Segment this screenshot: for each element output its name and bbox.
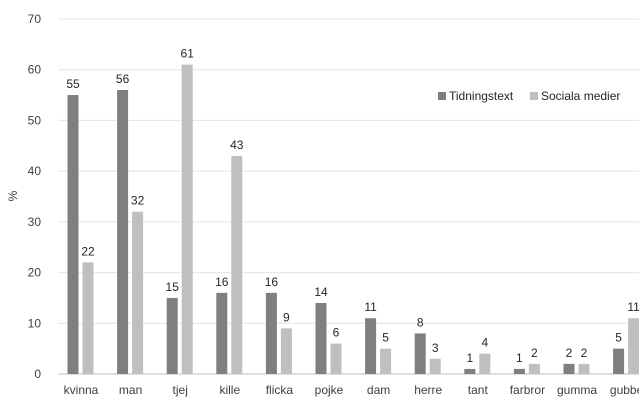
- bar-sociala-medier: [628, 318, 639, 374]
- bar-tidningstext: [464, 368, 476, 374]
- bar-sociala-medier: [132, 211, 144, 374]
- y-tick-label: 60: [28, 63, 42, 77]
- bar-tidningstext: [67, 95, 79, 375]
- bar-tidningstext: [563, 363, 575, 374]
- data-label: 11: [364, 300, 377, 314]
- data-label: 2: [531, 346, 538, 360]
- bar-tidningstext: [216, 292, 228, 374]
- x-tick-label: kvinna: [64, 383, 99, 397]
- data-label: 9: [283, 310, 290, 324]
- x-tick-label: farbror: [510, 383, 545, 397]
- data-label: 2: [566, 346, 573, 360]
- x-tick-label: dam: [367, 383, 390, 397]
- y-tick-label: 20: [28, 266, 42, 280]
- y-tick-label: 0: [34, 367, 41, 381]
- y-axis: 0 10 20 30 40 50 60 70: [28, 12, 42, 381]
- legend-swatch: [438, 92, 446, 100]
- y-tick-label: 30: [28, 215, 42, 229]
- x-tick-label: kille: [219, 383, 240, 397]
- bar-sociala-medier: [330, 343, 342, 374]
- legend-label: Tidningstext: [449, 89, 514, 103]
- data-label: 16: [215, 275, 229, 289]
- data-label: 43: [230, 138, 244, 152]
- data-label: 32: [131, 194, 145, 208]
- bar-sociala-medier: [82, 262, 94, 374]
- bar-tidningstext: [166, 297, 178, 374]
- x-tick-label: pojke: [315, 383, 344, 397]
- bar-sociala-medier: [479, 353, 491, 374]
- x-tick-label: tjej: [173, 383, 188, 397]
- data-label: 4: [481, 336, 488, 350]
- legend-label: Sociala medier: [541, 89, 620, 103]
- data-label: 55: [66, 77, 80, 91]
- data-label: 15: [166, 280, 180, 294]
- bar-sociala-medier: [181, 64, 193, 375]
- y-tick-label: 50: [28, 113, 42, 127]
- y-tick-label: 70: [28, 12, 42, 26]
- x-axis: kvinna man tjej kille flicka pojke dam herre tan…: [64, 383, 639, 397]
- bar-sociala-medier: [380, 348, 392, 374]
- bar-sociala-medier: [280, 328, 292, 374]
- data-label: 5: [382, 331, 389, 345]
- bar-tidningstext: [414, 333, 426, 374]
- y-axis-label: %: [6, 190, 20, 201]
- data-label: 8: [417, 315, 424, 329]
- data-label: 6: [333, 326, 340, 340]
- x-tick-label: gumma: [557, 383, 597, 397]
- y-tick-label: 40: [28, 164, 42, 178]
- data-label: 1: [516, 351, 523, 365]
- gridlines: [58, 18, 639, 375]
- data-label: 16: [265, 275, 279, 289]
- data-label: 22: [81, 244, 95, 258]
- bar-tidningstext: [613, 348, 625, 374]
- legend-swatch: [530, 92, 538, 100]
- bar-tidningstext: [315, 303, 327, 374]
- x-tick-label: man: [119, 383, 142, 397]
- bar-tidningstext: [117, 90, 129, 374]
- data-label: 1: [466, 351, 473, 365]
- data-label: 2: [581, 346, 588, 360]
- legend: Tidningstext Sociala medier: [438, 89, 620, 103]
- data-label: 5: [615, 331, 622, 345]
- bar-sociala-medier: [429, 358, 441, 374]
- x-tick-label: herre: [414, 383, 442, 397]
- data-label: 3: [432, 341, 439, 355]
- bar-tidningstext: [365, 318, 377, 374]
- y-tick-label: 10: [28, 316, 42, 330]
- data-label: 11: [627, 300, 639, 314]
- x-tick-label: tant: [468, 383, 489, 397]
- bar-tidningstext: [513, 368, 525, 374]
- bar-sociala-medier: [528, 363, 540, 374]
- data-label: 56: [116, 72, 130, 86]
- x-tick-label: gubbe: [610, 383, 639, 397]
- bar-sociala-medier: [231, 155, 243, 374]
- data-label: 14: [314, 285, 328, 299]
- bar-tidningstext: [265, 292, 277, 374]
- x-tick-label: flicka: [266, 383, 294, 397]
- data-label: 61: [181, 47, 195, 61]
- bar-sociala-medier: [578, 363, 590, 374]
